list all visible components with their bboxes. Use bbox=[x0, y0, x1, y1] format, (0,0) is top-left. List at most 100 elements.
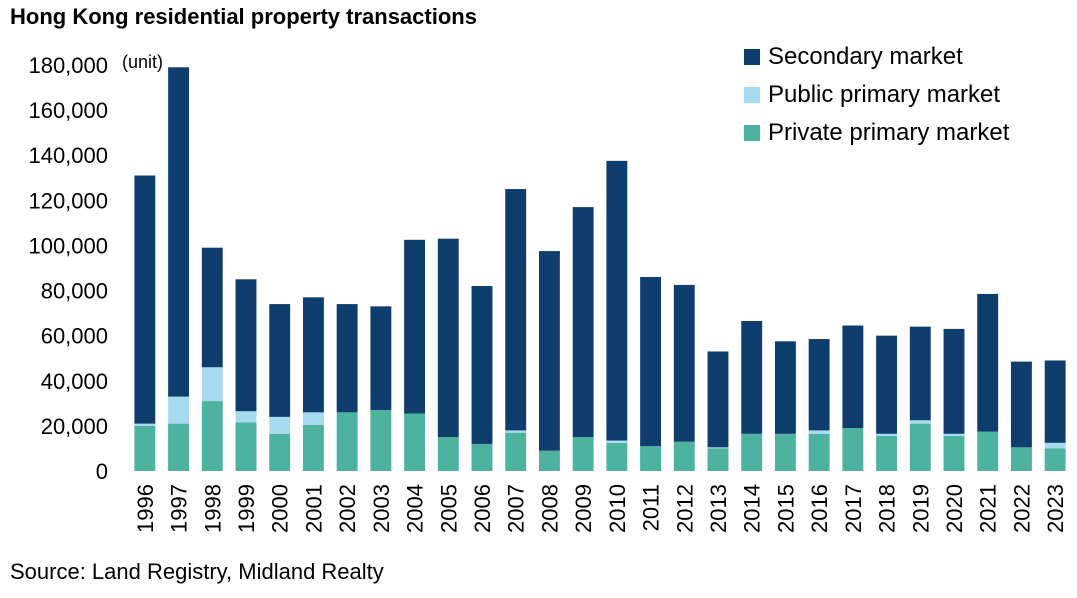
bar-segment-private-primary-market-2009 bbox=[572, 437, 594, 471]
bar-segment-secondary-market-2006 bbox=[471, 286, 493, 444]
bar-segment-secondary-market-2021 bbox=[977, 293, 999, 432]
bar-segment-private-primary-market-2023 bbox=[1044, 448, 1066, 471]
bar-segment-public-primary-market-1999 bbox=[235, 411, 257, 423]
y-tick-label: 60,000 bbox=[41, 324, 108, 349]
chart-title: Hong Kong residential property transacti… bbox=[10, 4, 477, 29]
legend-swatch bbox=[744, 87, 760, 103]
y-tick-label: 100,000 bbox=[28, 233, 108, 258]
bar-segment-private-primary-market-2006 bbox=[471, 443, 493, 471]
bar-segment-private-primary-market-2005 bbox=[437, 437, 459, 471]
bar-segment-secondary-market-2008 bbox=[538, 251, 560, 451]
bar-segment-public-primary-market-2013 bbox=[707, 447, 729, 449]
bar-segment-public-primary-market-1997 bbox=[168, 396, 190, 424]
bar-segment-public-primary-market-2000 bbox=[269, 416, 291, 434]
bar-segment-private-primary-market-1996 bbox=[134, 425, 156, 471]
y-tick-label: 180,000 bbox=[28, 53, 108, 78]
bar-segment-private-primary-market-2021 bbox=[977, 431, 999, 471]
legend-item: Private primary market bbox=[744, 114, 1009, 152]
bar-segment-secondary-market-2022 bbox=[1010, 361, 1032, 448]
bar-segment-public-primary-market-2007 bbox=[505, 430, 527, 433]
bar-segment-public-primary-market-2001 bbox=[302, 412, 324, 425]
legend-item: Secondary market bbox=[744, 38, 1009, 76]
bar-segment-secondary-market-2011 bbox=[640, 277, 662, 447]
bar-segment-secondary-market-2012 bbox=[673, 284, 695, 442]
bar-segment-private-primary-market-2001 bbox=[302, 424, 324, 471]
bar-segment-public-primary-market-2016 bbox=[808, 430, 830, 434]
bar-segment-secondary-market-1998 bbox=[201, 247, 223, 368]
y-tick-label: 140,000 bbox=[28, 143, 108, 168]
bar-segment-secondary-market-2009 bbox=[572, 207, 594, 438]
bar-segment-secondary-market-2004 bbox=[404, 239, 426, 414]
legend: Secondary market Public primary market Pri… bbox=[744, 38, 1009, 152]
bar-segment-private-primary-market-2017 bbox=[842, 428, 864, 471]
x-tick-label: 2017 bbox=[841, 484, 866, 533]
bar-segment-private-primary-market-2016 bbox=[808, 433, 830, 471]
bar-segment-public-primary-market-1996 bbox=[134, 423, 156, 426]
x-tick-label: 2023 bbox=[1043, 484, 1068, 533]
x-tick-label: 2003 bbox=[369, 484, 394, 533]
bar-segment-secondary-market-2010 bbox=[606, 160, 628, 441]
x-tick-label: 1998 bbox=[200, 484, 225, 533]
bar-segment-private-primary-market-2022 bbox=[1010, 447, 1032, 471]
y-axis-ticks: 0 20,000 40,000 60,000 80,000 100,000 120,000 1… bbox=[28, 53, 108, 484]
bar-segment-secondary-market-2014 bbox=[741, 321, 763, 434]
legend-swatch bbox=[744, 49, 760, 65]
y-axis-unit-label: (unit) bbox=[122, 52, 164, 72]
bar-segment-private-primary-market-2019 bbox=[909, 423, 931, 471]
bar-segment-private-primary-market-2010 bbox=[606, 442, 628, 471]
bar-segment-secondary-market-2013 bbox=[707, 351, 729, 448]
x-tick-label: 2018 bbox=[875, 484, 900, 533]
x-tick-label: 2000 bbox=[268, 484, 293, 533]
x-tick-label: 2019 bbox=[908, 484, 933, 533]
bar-segment-private-primary-market-2008 bbox=[538, 450, 560, 471]
x-tick-label: 2010 bbox=[605, 484, 630, 533]
bar-segment-secondary-market-2020 bbox=[943, 328, 965, 434]
legend-label: Secondary market bbox=[768, 43, 963, 70]
x-tick-label: 2011 bbox=[639, 484, 664, 531]
bar-segment-private-primary-market-2020 bbox=[943, 436, 965, 471]
bar-segment-secondary-market-2005 bbox=[437, 238, 459, 438]
legend-label: Public primary market bbox=[768, 81, 1001, 108]
x-tick-label: 2020 bbox=[942, 484, 967, 533]
bar-segment-public-primary-market-2019 bbox=[909, 420, 931, 424]
y-tick-label: 120,000 bbox=[28, 188, 108, 213]
y-tick-label: 20,000 bbox=[41, 414, 108, 439]
bar-segment-public-primary-market-1998 bbox=[201, 367, 223, 402]
bar-segment-secondary-market-2001 bbox=[302, 297, 324, 413]
bar-segment-private-primary-market-2013 bbox=[707, 448, 729, 471]
bar-segment-secondary-market-2017 bbox=[842, 325, 864, 429]
x-tick-label: 2012 bbox=[672, 484, 697, 533]
bar-segment-private-primary-market-2000 bbox=[269, 433, 291, 471]
y-tick-label: 160,000 bbox=[28, 98, 108, 123]
x-tick-label: 2007 bbox=[504, 484, 529, 533]
x-tick-label: 1999 bbox=[234, 484, 259, 533]
bar-segment-private-primary-market-2018 bbox=[876, 436, 898, 471]
bar-segment-secondary-market-2016 bbox=[808, 339, 830, 431]
x-axis-ticks: 1996 1997 1998 1999 2000 2001 2002 2003 2004 2005… bbox=[133, 484, 1068, 533]
x-tick-label: 2015 bbox=[773, 484, 798, 533]
bar-segment-private-primary-market-1999 bbox=[235, 422, 257, 471]
bar-segment-secondary-market-2019 bbox=[909, 326, 931, 421]
x-tick-label: 2016 bbox=[807, 484, 832, 533]
bar-segment-private-primary-market-1997 bbox=[168, 423, 190, 471]
bar-segment-public-primary-market-2020 bbox=[943, 433, 965, 437]
bar-segment-private-primary-market-2012 bbox=[673, 441, 695, 471]
bar-segment-public-primary-market-2023 bbox=[1044, 442, 1066, 449]
x-tick-label: 2008 bbox=[537, 484, 562, 533]
bar-segment-private-primary-market-2014 bbox=[741, 433, 763, 471]
bar-segment-secondary-market-2018 bbox=[876, 335, 898, 434]
x-tick-label: 2005 bbox=[436, 484, 461, 533]
bar-segment-secondary-market-1997 bbox=[168, 67, 190, 397]
legend-item: Public primary market bbox=[744, 76, 1009, 114]
y-tick-label: 0 bbox=[96, 459, 108, 484]
x-tick-label: 2001 bbox=[301, 484, 326, 533]
bar-segment-private-primary-market-2004 bbox=[404, 413, 426, 471]
x-tick-label: 1997 bbox=[167, 484, 192, 533]
x-tick-label: 2014 bbox=[740, 484, 765, 533]
bar-segment-private-primary-market-1998 bbox=[201, 401, 223, 471]
x-tick-label: 2002 bbox=[335, 484, 360, 533]
bar-segment-secondary-market-2015 bbox=[774, 341, 796, 434]
x-tick-label: 1996 bbox=[133, 484, 158, 533]
bar-segment-secondary-market-2003 bbox=[370, 306, 392, 411]
